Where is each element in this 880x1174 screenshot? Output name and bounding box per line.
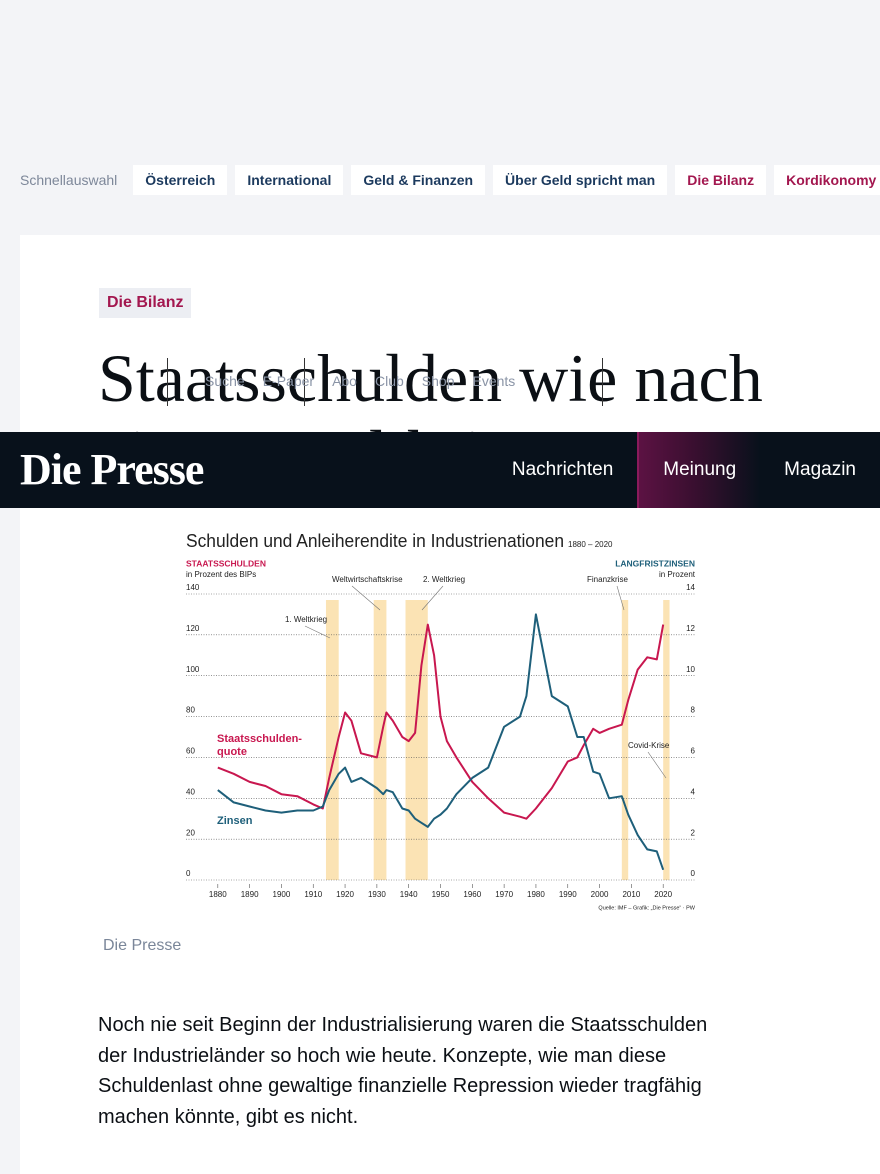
nav-item[interactable]: Meinung <box>637 432 761 508</box>
y2-tick-label: 12 <box>686 624 695 633</box>
logo[interactable]: Die Presse <box>20 445 204 494</box>
band-label: 2. Weltkrieg <box>423 575 465 584</box>
band-label: 1. Weltkrieg <box>285 615 327 624</box>
top-nav-item[interactable]: E-Paper <box>262 373 315 389</box>
category-tag[interactable]: Die Bilanz <box>99 288 192 318</box>
y-axis-title: STAATSSCHULDEN <box>186 558 266 568</box>
annotation-leader <box>304 625 331 639</box>
chart-source: Quelle: IMF – Grafik: „Die Presse“ · PW <box>598 905 695 911</box>
chart-subtitle: 1880 – 2020 <box>568 540 613 549</box>
x-tick-label: 1970 <box>495 890 513 899</box>
top-nav-item[interactable]: Suche <box>205 373 245 389</box>
band-label: Covid-Krise <box>628 741 670 750</box>
series-line <box>217 613 665 871</box>
separator <box>167 358 168 406</box>
annotation-leader <box>351 585 381 611</box>
y-tick-label: 80 <box>186 706 195 715</box>
y-tick-label: 100 <box>186 665 200 674</box>
y-tick-label: 0 <box>186 869 191 878</box>
x-tick-label: 2000 <box>591 890 609 899</box>
annotation-leader <box>647 751 667 779</box>
separator <box>602 358 603 406</box>
y-tick-label: 120 <box>186 624 200 633</box>
quick-nav-item[interactable]: Österreich <box>133 165 228 195</box>
y2-tick-label: 8 <box>691 706 696 715</box>
series-label: Staatsschulden- quote <box>217 733 302 758</box>
annotation-leader <box>616 585 625 611</box>
y2-axis-subtitle: in Prozent <box>659 570 696 579</box>
top-nav: Suche E-Paper Abo Club Shop Events <box>205 373 533 389</box>
y2-tick-label: 14 <box>686 583 695 592</box>
x-tick-label: 2010 <box>622 890 640 899</box>
top-nav-item[interactable]: Shop <box>421 373 455 389</box>
quick-nav-item[interactable]: Die Bilanz <box>675 165 767 195</box>
x-tick-label: 1940 <box>400 890 418 899</box>
y2-tick-label: 10 <box>686 665 695 674</box>
main-nav: Nachrichten Meinung Magazin <box>488 432 880 508</box>
quick-nav-item[interactable]: International <box>235 165 344 195</box>
top-nav-item[interactable]: Abo <box>332 373 357 389</box>
x-tick-label: 1890 <box>241 890 259 899</box>
quick-nav: Schnellauswahl Österreich International Ge… <box>20 165 880 195</box>
y-tick-label: 60 <box>186 747 195 756</box>
shaded-band <box>325 600 339 880</box>
site-header: Die Presse Nachrichten Meinung Magazin <box>0 432 880 508</box>
shaded-band <box>405 600 428 880</box>
y2-tick-label: 6 <box>691 747 696 756</box>
x-tick-label: 1950 <box>432 890 450 899</box>
annotation-leader <box>421 585 444 611</box>
quick-nav-item[interactable]: Geld & Finanzen <box>351 165 486 195</box>
x-tick-label: 1960 <box>463 890 481 899</box>
band-label: Weltwirtschaftskrise <box>332 575 403 584</box>
top-nav-item[interactable]: Events <box>472 373 516 389</box>
series-label: Zinsen <box>217 815 253 827</box>
separator <box>304 358 305 406</box>
chart-title: Schulden und Anleiherendite in Industrie… <box>186 531 564 551</box>
x-tick-label: 1930 <box>368 890 386 899</box>
quick-nav-item[interactable]: Kordikonomy <box>774 165 880 195</box>
x-tick-label: 1910 <box>304 890 322 899</box>
x-tick-label: 1920 <box>336 890 354 899</box>
image-caption: Die Presse <box>103 937 182 954</box>
quick-nav-label: Schnellauswahl <box>20 172 118 188</box>
chart-image: Schulden und Anleiherendite in Industrie… <box>180 528 698 914</box>
y2-axis-title: LANGFRISTZINSEN <box>615 558 695 568</box>
nav-item[interactable]: Nachrichten <box>511 459 614 480</box>
y-axis-subtitle: in Prozent des BIPs <box>186 570 256 579</box>
shaded-band <box>663 600 670 880</box>
nav-item[interactable]: Magazin <box>784 459 856 480</box>
chart: Schulden und Anleiherendite in Industrie… <box>186 531 696 911</box>
y-tick-label: 140 <box>186 583 200 592</box>
quick-nav-item[interactable]: Über Geld spricht man <box>493 165 668 195</box>
y2-tick-label: 4 <box>691 787 696 796</box>
series-line <box>217 623 665 820</box>
x-tick-label: 1990 <box>559 890 577 899</box>
x-tick-label: 1880 <box>209 890 227 899</box>
x-tick-label: 1980 <box>527 890 545 899</box>
top-nav-item[interactable]: Club <box>374 373 404 389</box>
y2-tick-label: 0 <box>691 869 696 878</box>
y2-tick-label: 2 <box>691 828 696 837</box>
band-label: Finanzkrise <box>587 575 628 584</box>
y-tick-label: 20 <box>186 828 195 837</box>
x-tick-label: 2020 <box>654 890 672 899</box>
x-tick-label: 1900 <box>273 890 291 899</box>
lead-text: Noch nie seit Beginn der Industrialisier… <box>98 1014 708 1128</box>
shaded-band <box>621 600 629 880</box>
y-tick-label: 40 <box>186 787 195 796</box>
